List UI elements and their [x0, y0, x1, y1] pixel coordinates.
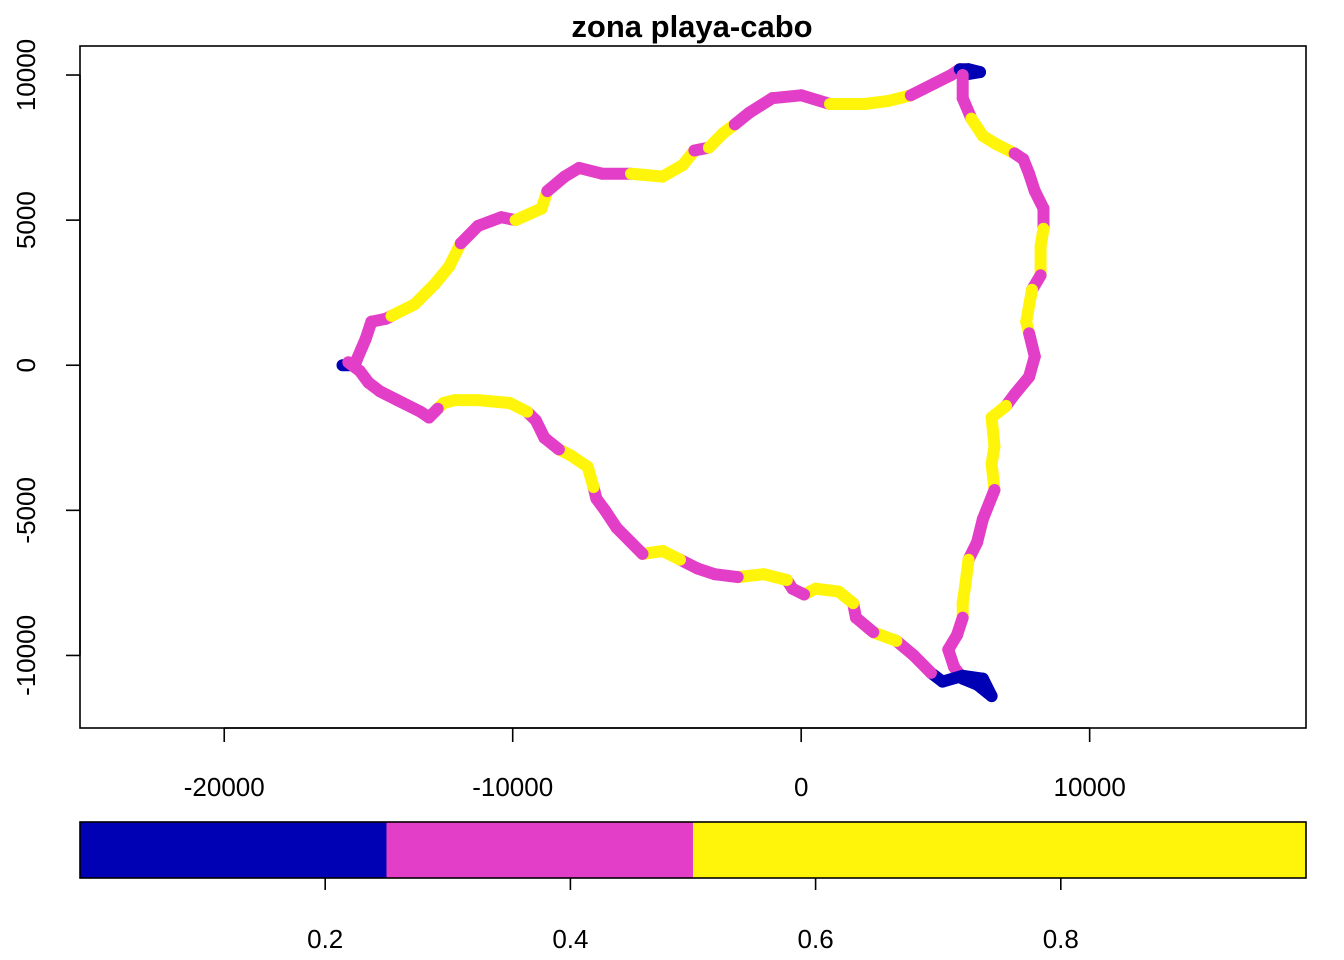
colorbar-frame — [79, 821, 1307, 879]
y-tick-label: -5000 — [11, 477, 41, 544]
y-axis: -10000 -5000 0 5000 10000 — [11, 39, 81, 696]
x-axis: -20000 -10000 0 10000 — [184, 727, 1126, 802]
y-tick-label: 10000 — [11, 39, 41, 111]
x-tick-label: -20000 — [184, 772, 265, 802]
y-tick-label: -10000 — [11, 615, 41, 696]
colorbar-tick-label: 0.8 — [1043, 924, 1079, 954]
colorbar-band — [80, 822, 387, 878]
x-tick-label: 10000 — [1053, 772, 1125, 802]
colorbar-tick-label: 0.4 — [552, 924, 588, 954]
colorbar-band — [693, 822, 1306, 878]
colorbar-legend: 0.2 0.4 0.6 0.8 — [79, 821, 1307, 954]
colorbar-tick-label: 0.6 — [798, 924, 834, 954]
x-tick-label: 0 — [794, 772, 808, 802]
y-tick-label: 5000 — [11, 191, 41, 249]
track-line — [336, 63, 1050, 703]
x-tick-label: -10000 — [472, 772, 553, 802]
chart-title: zona playa-cabo — [571, 9, 812, 44]
y-tick-label: 0 — [11, 358, 41, 372]
colorbar-band — [386, 822, 693, 878]
colorbar-tick-label: 0.2 — [307, 924, 343, 954]
track-segment — [342, 356, 366, 377]
